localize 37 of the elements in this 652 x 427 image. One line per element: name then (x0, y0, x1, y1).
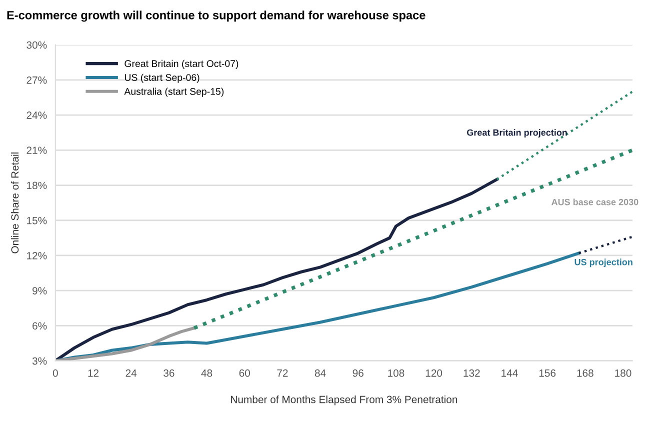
x-tick-label: 132 (464, 369, 480, 377)
x-tick-label: 96 (352, 369, 364, 377)
legend-label: Great Britain (start Oct-07) (124, 60, 238, 69)
y-tick-label: 27% (26, 76, 47, 84)
x-tick-label: 0 (52, 369, 58, 377)
x-tick-label: 120 (426, 369, 442, 377)
line-series (55, 326, 196, 361)
x-tick-label: 24 (126, 369, 137, 377)
y-tick-label: 12% (27, 252, 47, 260)
annotation: US projection (574, 258, 632, 268)
x-tick-label: 72 (277, 369, 288, 377)
y-tick-label: 30% (26, 41, 47, 49)
x-tick-label: 48 (201, 369, 212, 377)
x-tick-label: 144 (502, 370, 518, 377)
line-series (55, 178, 498, 361)
legend-label: US (start Sep-06) (124, 74, 200, 83)
y-tick-label: 3% (32, 357, 47, 365)
y-axis-title: Online Share of Retail (10, 152, 19, 254)
y-tick-label: 15% (27, 216, 47, 224)
annotation: AUS base case 2030 (551, 198, 638, 206)
annotation: Great Britain projection (466, 129, 567, 138)
x-tick-label: 60 (239, 369, 250, 377)
x-axis-title: Number of Months Elapsed From 3% Penetration (231, 396, 458, 406)
x-tick-label: 36 (164, 369, 174, 377)
x-tick-label: 12 (88, 369, 99, 377)
y-tick-label: 9% (32, 287, 47, 294)
y-tick-label: 6% (32, 322, 47, 330)
x-tick-label: 156 (539, 369, 556, 377)
y-tick-label: 21% (26, 146, 47, 154)
x-tick-label: 84 (314, 369, 326, 377)
x-tick-label: 168 (577, 369, 594, 377)
y-tick-label: 24% (26, 112, 47, 119)
x-tick-label: 108 (388, 369, 404, 377)
y-tick-label: 18% (27, 182, 47, 190)
x-tick-label: 180 (615, 369, 632, 377)
chart-title: E-commerce growth will continue to support demand for warehouse space (7, 10, 426, 22)
legend-label: Australia (start Sep-15) (124, 88, 224, 97)
